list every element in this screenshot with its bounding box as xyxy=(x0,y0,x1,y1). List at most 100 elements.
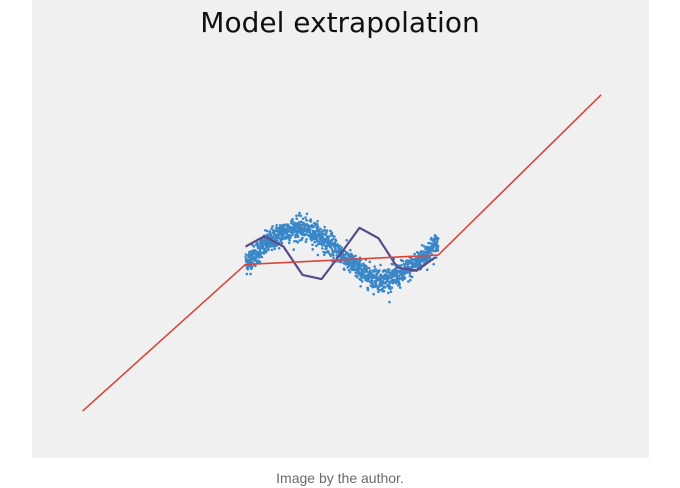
scatter-point xyxy=(304,233,308,236)
scatter-point xyxy=(356,275,359,279)
scatter-point xyxy=(366,270,369,273)
scatter-point xyxy=(329,229,332,233)
scatter-point xyxy=(258,248,262,252)
scatter-point xyxy=(353,264,357,268)
scatter-point xyxy=(268,245,272,248)
scatter-point xyxy=(301,217,305,220)
scatter-point xyxy=(260,251,263,255)
noisy-data-scatter xyxy=(244,211,440,304)
scatter-point xyxy=(280,241,284,245)
scatter-point xyxy=(373,265,376,268)
scatter-point xyxy=(305,238,308,241)
scatter-point xyxy=(289,235,292,239)
scatter-point xyxy=(406,259,409,263)
scatter-point xyxy=(374,267,377,271)
scatter-point xyxy=(249,272,252,276)
scatter-point xyxy=(368,260,372,264)
scatter-point xyxy=(270,227,273,230)
scatter-point xyxy=(330,234,334,237)
scatter-point xyxy=(397,280,401,284)
scatter-point xyxy=(332,253,335,257)
scatter-point xyxy=(305,212,309,216)
scatter-point xyxy=(383,285,387,289)
scatter-point xyxy=(257,243,260,247)
scatter-point xyxy=(331,237,335,241)
scatter-point xyxy=(332,256,335,260)
model-lines xyxy=(82,94,602,412)
scatter-point xyxy=(329,245,333,249)
scatter-point xyxy=(401,259,405,263)
scatter-point xyxy=(304,216,307,219)
scatter-point xyxy=(252,245,256,248)
scatter-point xyxy=(425,247,428,250)
scatter-point xyxy=(304,240,308,244)
scatter-point xyxy=(311,243,314,247)
scatter-point xyxy=(321,247,324,250)
scatter-point xyxy=(328,235,331,238)
scatter-point xyxy=(309,220,313,223)
scatter-point xyxy=(373,270,377,273)
scatter-point xyxy=(248,256,252,259)
scatter-point xyxy=(395,273,399,276)
scatter-point xyxy=(426,258,429,262)
chart-title: Model extrapolation xyxy=(200,6,479,39)
scatter-point xyxy=(291,233,294,237)
scatter-point xyxy=(403,276,407,280)
scatter-point xyxy=(389,290,393,294)
scatter-point xyxy=(325,246,328,250)
scatter-point xyxy=(343,268,346,271)
scatter-point xyxy=(378,288,382,292)
scatter-point xyxy=(419,249,423,253)
scatter-point xyxy=(258,256,261,259)
scatter-point xyxy=(408,272,412,275)
scatter-point xyxy=(367,266,371,270)
scatter-point xyxy=(296,241,300,244)
scatter-point xyxy=(330,231,334,235)
scatter-point xyxy=(295,217,299,221)
scatter-point xyxy=(316,253,320,257)
scatter-point xyxy=(398,282,401,286)
scatter-point xyxy=(322,253,326,257)
scatter-point xyxy=(354,254,357,258)
scatter-point xyxy=(269,232,273,236)
scatter-point xyxy=(244,256,247,259)
scatter-point xyxy=(375,283,378,287)
scatter-point xyxy=(296,235,300,239)
scatter-point xyxy=(244,253,248,256)
scatter-point xyxy=(365,267,369,271)
scatter-point xyxy=(346,251,349,255)
scatter-point xyxy=(284,223,288,226)
scatter-point xyxy=(366,288,370,292)
scatter-point xyxy=(289,221,293,225)
scatter-point xyxy=(255,256,258,260)
scatter-point xyxy=(322,242,326,246)
scatter-point xyxy=(301,236,304,240)
scatter-point xyxy=(381,287,384,291)
scatter-point xyxy=(312,225,316,228)
chart-figure: Model extrapolation xyxy=(32,0,649,458)
scatter-point xyxy=(256,259,260,263)
scatter-point xyxy=(377,269,381,272)
scatter-point xyxy=(316,220,319,223)
scatter-point xyxy=(314,230,318,233)
scatter-point xyxy=(305,218,308,222)
scatter-point xyxy=(410,275,414,279)
scatter-point xyxy=(413,252,416,256)
scatter-point xyxy=(347,268,351,272)
scatter-point xyxy=(358,262,362,266)
scatter-point xyxy=(351,266,355,269)
scatter-point xyxy=(258,260,262,264)
scatter-point xyxy=(333,235,336,238)
extrapolation-line xyxy=(82,94,602,412)
scatter-point xyxy=(291,231,295,234)
scatter-point xyxy=(388,285,392,288)
scatter-point xyxy=(288,238,291,242)
scatter-point xyxy=(388,300,391,304)
scatter-point xyxy=(398,286,402,289)
scatter-point xyxy=(369,269,372,272)
scatter-point xyxy=(340,246,343,249)
scatter-point xyxy=(276,239,279,242)
scatter-point xyxy=(343,253,347,257)
scatter-point xyxy=(295,214,298,218)
scatter-point xyxy=(323,225,327,229)
